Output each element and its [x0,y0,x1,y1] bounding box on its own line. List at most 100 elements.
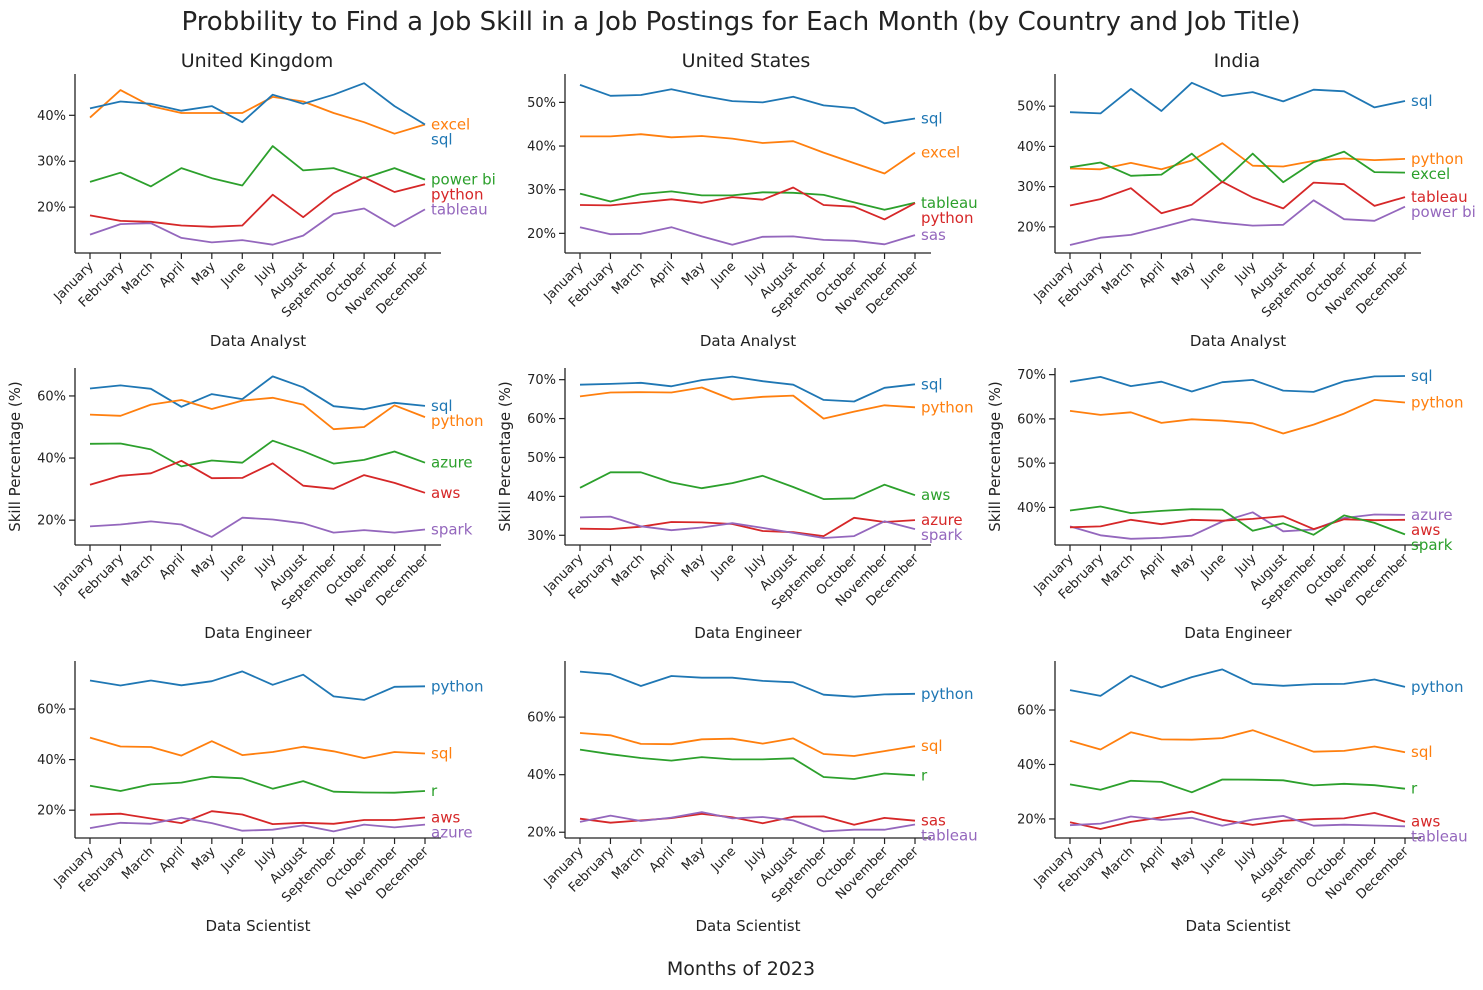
series-label-tableau: tableau [921,194,978,212]
series-line-tableau [579,190,916,211]
series-line-sql [579,375,916,403]
series-label-tableau: tableau [1411,828,1468,846]
y-tick-label: 40% [527,140,556,155]
series-line-r [89,775,426,794]
y-tick-label: 40% [1017,140,1046,155]
x-tick-label: March [609,259,648,298]
x-tick-label: April [1137,844,1169,876]
series-line-spark [89,516,426,538]
series-line-python [89,670,426,701]
series-label-python: python [921,209,973,227]
series-line-excel [89,89,426,135]
series-label-sql: sql [921,110,943,128]
series-label-tableau: tableau [1411,188,1468,206]
y-tick-label: 70% [527,373,556,388]
y-tick-label: 60% [37,703,66,718]
series-label-excel: excel [921,144,960,162]
series-label-sql: sql [921,737,943,755]
series-label-tableau: tableau [921,827,978,845]
x-tick-label: May [679,259,709,289]
series-label-sql: sql [431,397,453,415]
y-tick-label: 60% [1017,704,1046,719]
series-label-aws: aws [431,809,460,827]
y-tick-label: 60% [37,389,66,404]
y-tick-label: 20% [37,514,66,529]
x-tick-label: June [708,551,739,582]
series-line-sql [1069,729,1406,754]
series-label-python: python [1411,394,1463,412]
series-label-python: python [1411,678,1463,696]
x-tick-label: June [218,844,249,875]
series-label-python: python [1411,150,1463,168]
series-line-python [89,176,426,228]
x-tick-label: March [1099,259,1138,298]
series-line-python [1069,668,1406,697]
series-line-power-bi [89,145,426,188]
y-tick-label: 50% [1017,100,1046,115]
series-line-azure [1069,511,1406,540]
series-label-azure: azure [1411,506,1453,524]
series-line-tableau [89,207,426,246]
series-label-spark: spark [1411,536,1453,554]
x-tick-label: April [1137,259,1169,291]
y-tick-label: 30% [37,155,66,170]
series-label-python: python [431,186,483,204]
series-label-python: python [431,677,483,695]
x-tick-label: May [1169,844,1199,874]
x-axis-label: Data Analyst [1190,332,1286,350]
x-tick-label: June [1198,844,1229,875]
series-line-excel [580,133,916,175]
series-label-power-bi: power bi [431,171,496,189]
x-tick-label: March [119,259,158,298]
series-label-tableau: tableau [431,201,488,219]
x-tick-label: April [157,551,189,583]
column-title-india: India [1214,50,1261,72]
x-tick-label: April [647,259,679,291]
y-tick-label: 40% [37,452,66,467]
series-label-aws: aws [921,486,950,504]
x-tick-label: March [609,844,648,883]
series-line-sql [579,84,916,125]
series-line-r [1069,778,1406,794]
series-label-r: r [921,766,928,784]
x-axis-label: Data Scientist [696,917,801,935]
series-line-sql [89,82,426,126]
x-tick-label: March [1099,844,1138,883]
series-line-power-bi [1069,199,1406,246]
series-label-sas: sas [921,226,946,244]
x-tick-label: May [189,551,219,581]
series-label-excel: excel [431,115,470,133]
series-line-aws [89,810,426,825]
y-tick-label: 40% [1017,758,1046,773]
y-tick-label: 30% [527,529,556,544]
x-axis-label: Data Analyst [700,332,796,350]
y-tick-label: 20% [1017,812,1046,827]
y-tick-label: 60% [527,412,556,427]
y-tick-label: 20% [37,201,66,216]
series-line-tableau [579,811,916,833]
x-tick-label: March [119,551,158,590]
y-tick-label: 50% [1017,457,1046,472]
panel-united-states-data-engineer: 30%40%50%60%70%JanuaryFebruaryMarchApril… [496,368,973,642]
figure-x-label: Months of 2023 [667,958,815,980]
series-line-python [579,186,916,221]
y-tick-label: 40% [527,490,556,505]
series-label-sql: sql [1411,743,1433,761]
x-tick-label: March [119,844,158,883]
series-line-python [89,396,426,431]
series-line-sql [89,736,426,759]
series-label-aws: aws [431,484,460,502]
figure-title: Probbility to Find a Job Skill in a Job … [181,7,1300,37]
series-label-aws: aws [1411,521,1440,539]
x-tick-label: May [679,551,709,581]
series-line-spark [579,515,916,539]
series-label-sql: sql [921,375,943,393]
series-label-sql: sql [431,130,453,148]
x-axis-label: Data Scientist [1186,917,1291,935]
series-line-aws [89,459,426,494]
y-tick-label: 50% [527,451,556,466]
series-label-aws: aws [1411,813,1440,831]
